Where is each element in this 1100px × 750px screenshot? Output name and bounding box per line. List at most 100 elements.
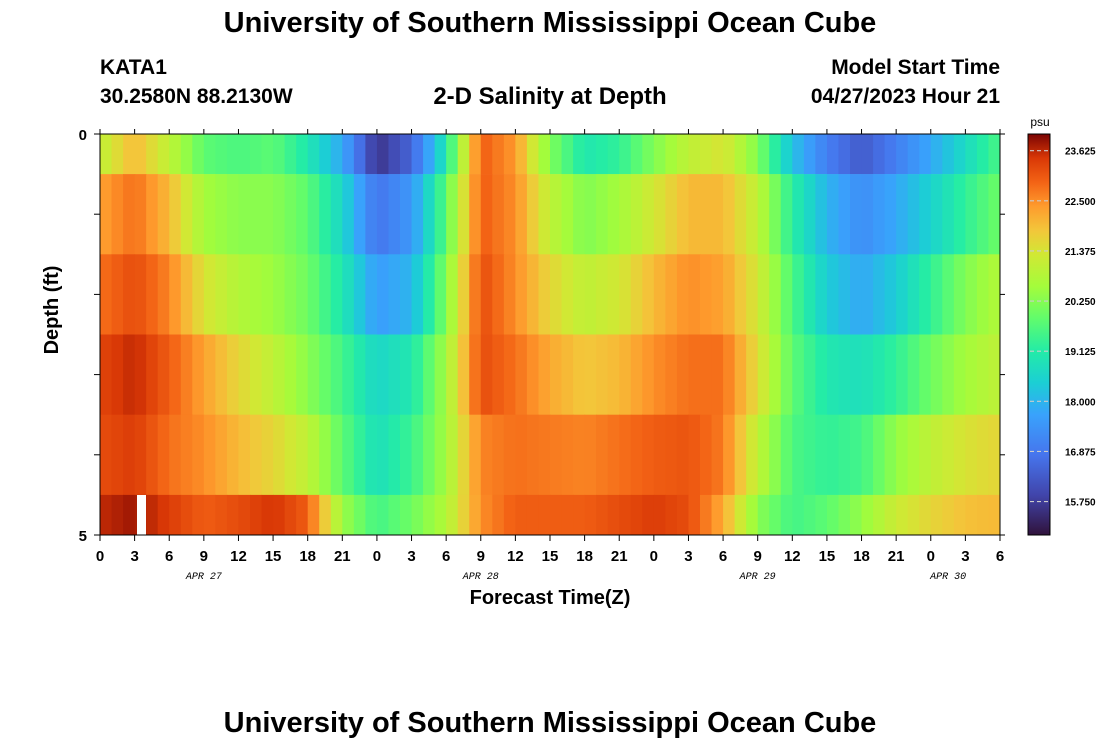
heatmap-cell [561,254,574,335]
heatmap-cell [226,254,240,335]
heatmap-cell [319,414,332,496]
heatmap-cell [746,334,759,415]
heatmap-cell [965,334,978,415]
heatmap-cell [619,174,632,255]
heatmap-cell [780,254,793,335]
heatmap-cell [965,174,978,255]
heatmap-cell [723,134,736,175]
heatmap-cell [169,494,182,535]
heatmap-cell [284,254,297,335]
heatmap-cell [619,334,632,415]
colorbar-tick-label: 21.375 [1065,247,1096,258]
heatmap-cell [907,254,920,335]
heatmap-cell [123,254,136,335]
heatmap-cell [665,334,678,415]
heatmap-cell [123,494,136,535]
heatmap-cell [873,134,886,175]
heatmap-cell [365,494,378,535]
heatmap-cell [826,174,840,255]
heatmap-cell [930,134,943,175]
colorbar-tick-label: 18.000 [1065,397,1096,408]
heatmap-cell [526,494,540,535]
heatmap-cell [942,334,955,415]
heatmap-cell [619,494,632,535]
heatmap-cell [192,334,205,415]
heatmap-cell [469,414,482,496]
heatmap-cell [457,134,470,175]
heatmap-cell [965,254,978,335]
heatmap-cell [342,414,355,496]
heatmap-cell [584,414,597,496]
heatmap-cell [607,174,620,255]
heatmap-cell [688,494,701,535]
heatmap-cell [284,334,297,415]
heatmap-cell [273,254,286,335]
heatmap-cell [296,254,309,335]
heatmap-cell [734,334,747,415]
heatmap-cell [123,414,136,496]
heatmap-cell [261,254,274,335]
heatmap-cell [988,414,1000,496]
heatmap-cell [896,174,909,255]
heatmap-cell [492,414,505,496]
heatmap-cell [538,334,551,415]
heatmap-cell [134,174,147,255]
heatmap-cell [653,254,666,335]
heatmap-cell [919,414,932,496]
heatmap-cell [353,134,366,175]
heatmap-cell [734,414,747,496]
heatmap-cell [953,254,966,335]
heatmap-cell [319,494,332,535]
heatmap-cell [261,134,274,175]
heatmap-cell [526,334,540,415]
heatmap-cell [238,254,251,335]
heatmap-cell [723,174,736,255]
heatmap-cell [596,254,609,335]
chart-subtitle: 2-D Salinity at Depth [433,83,667,110]
heatmap-cell [988,254,1000,335]
heatmap-cell [226,174,240,255]
heatmap-cell [596,494,609,535]
x-tick-label: 18 [853,548,870,565]
heatmap-cell [376,414,390,496]
heatmap-cell [734,254,747,335]
heatmap-cell [296,414,309,496]
heatmap-cell [157,334,170,415]
heatmap-cell [330,334,343,415]
heatmap-cell [884,334,897,415]
heatmap-cell [676,134,690,175]
heatmap-cell [342,174,355,255]
heatmap-cell [988,334,1000,415]
heatmap-cell [123,174,136,255]
heatmap-cell [688,174,701,255]
heatmap-cell [573,414,586,496]
heatmap-cell [307,134,320,175]
heatmap-cell [930,254,943,335]
heatmap-cell [953,134,966,175]
heatmap-cell [942,174,955,255]
heatmap-cell [976,134,990,175]
heatmap-cell [988,174,1000,255]
heatmap-cell [757,254,770,335]
heatmap-cell [180,254,193,335]
heatmap-cell [319,254,332,335]
heatmap-cell [388,334,401,415]
heatmap-cell [873,414,886,496]
heatmap-cell [353,174,366,255]
heatmap-cell [284,494,297,535]
heatmap-cell [353,414,366,496]
heatmap-cell [711,254,724,335]
heatmap-cell [919,254,932,335]
heatmap-cell [953,414,966,496]
heatmap-cell [896,334,909,415]
heatmap-cell [457,494,470,535]
heatmap-cell [296,174,309,255]
heatmap-cell [896,134,909,175]
heatmap-cell [215,254,228,335]
heatmap-cell [700,334,713,415]
heatmap-cell [792,494,805,535]
heatmap-cell [700,494,713,535]
heatmap-cell [111,174,124,255]
heatmap-cell [111,334,124,415]
heatmap-cell [642,254,655,335]
